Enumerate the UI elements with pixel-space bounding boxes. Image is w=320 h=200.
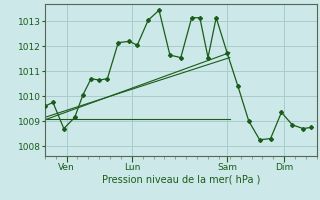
X-axis label: Pression niveau de la mer( hPa ): Pression niveau de la mer( hPa ) [102, 175, 260, 185]
